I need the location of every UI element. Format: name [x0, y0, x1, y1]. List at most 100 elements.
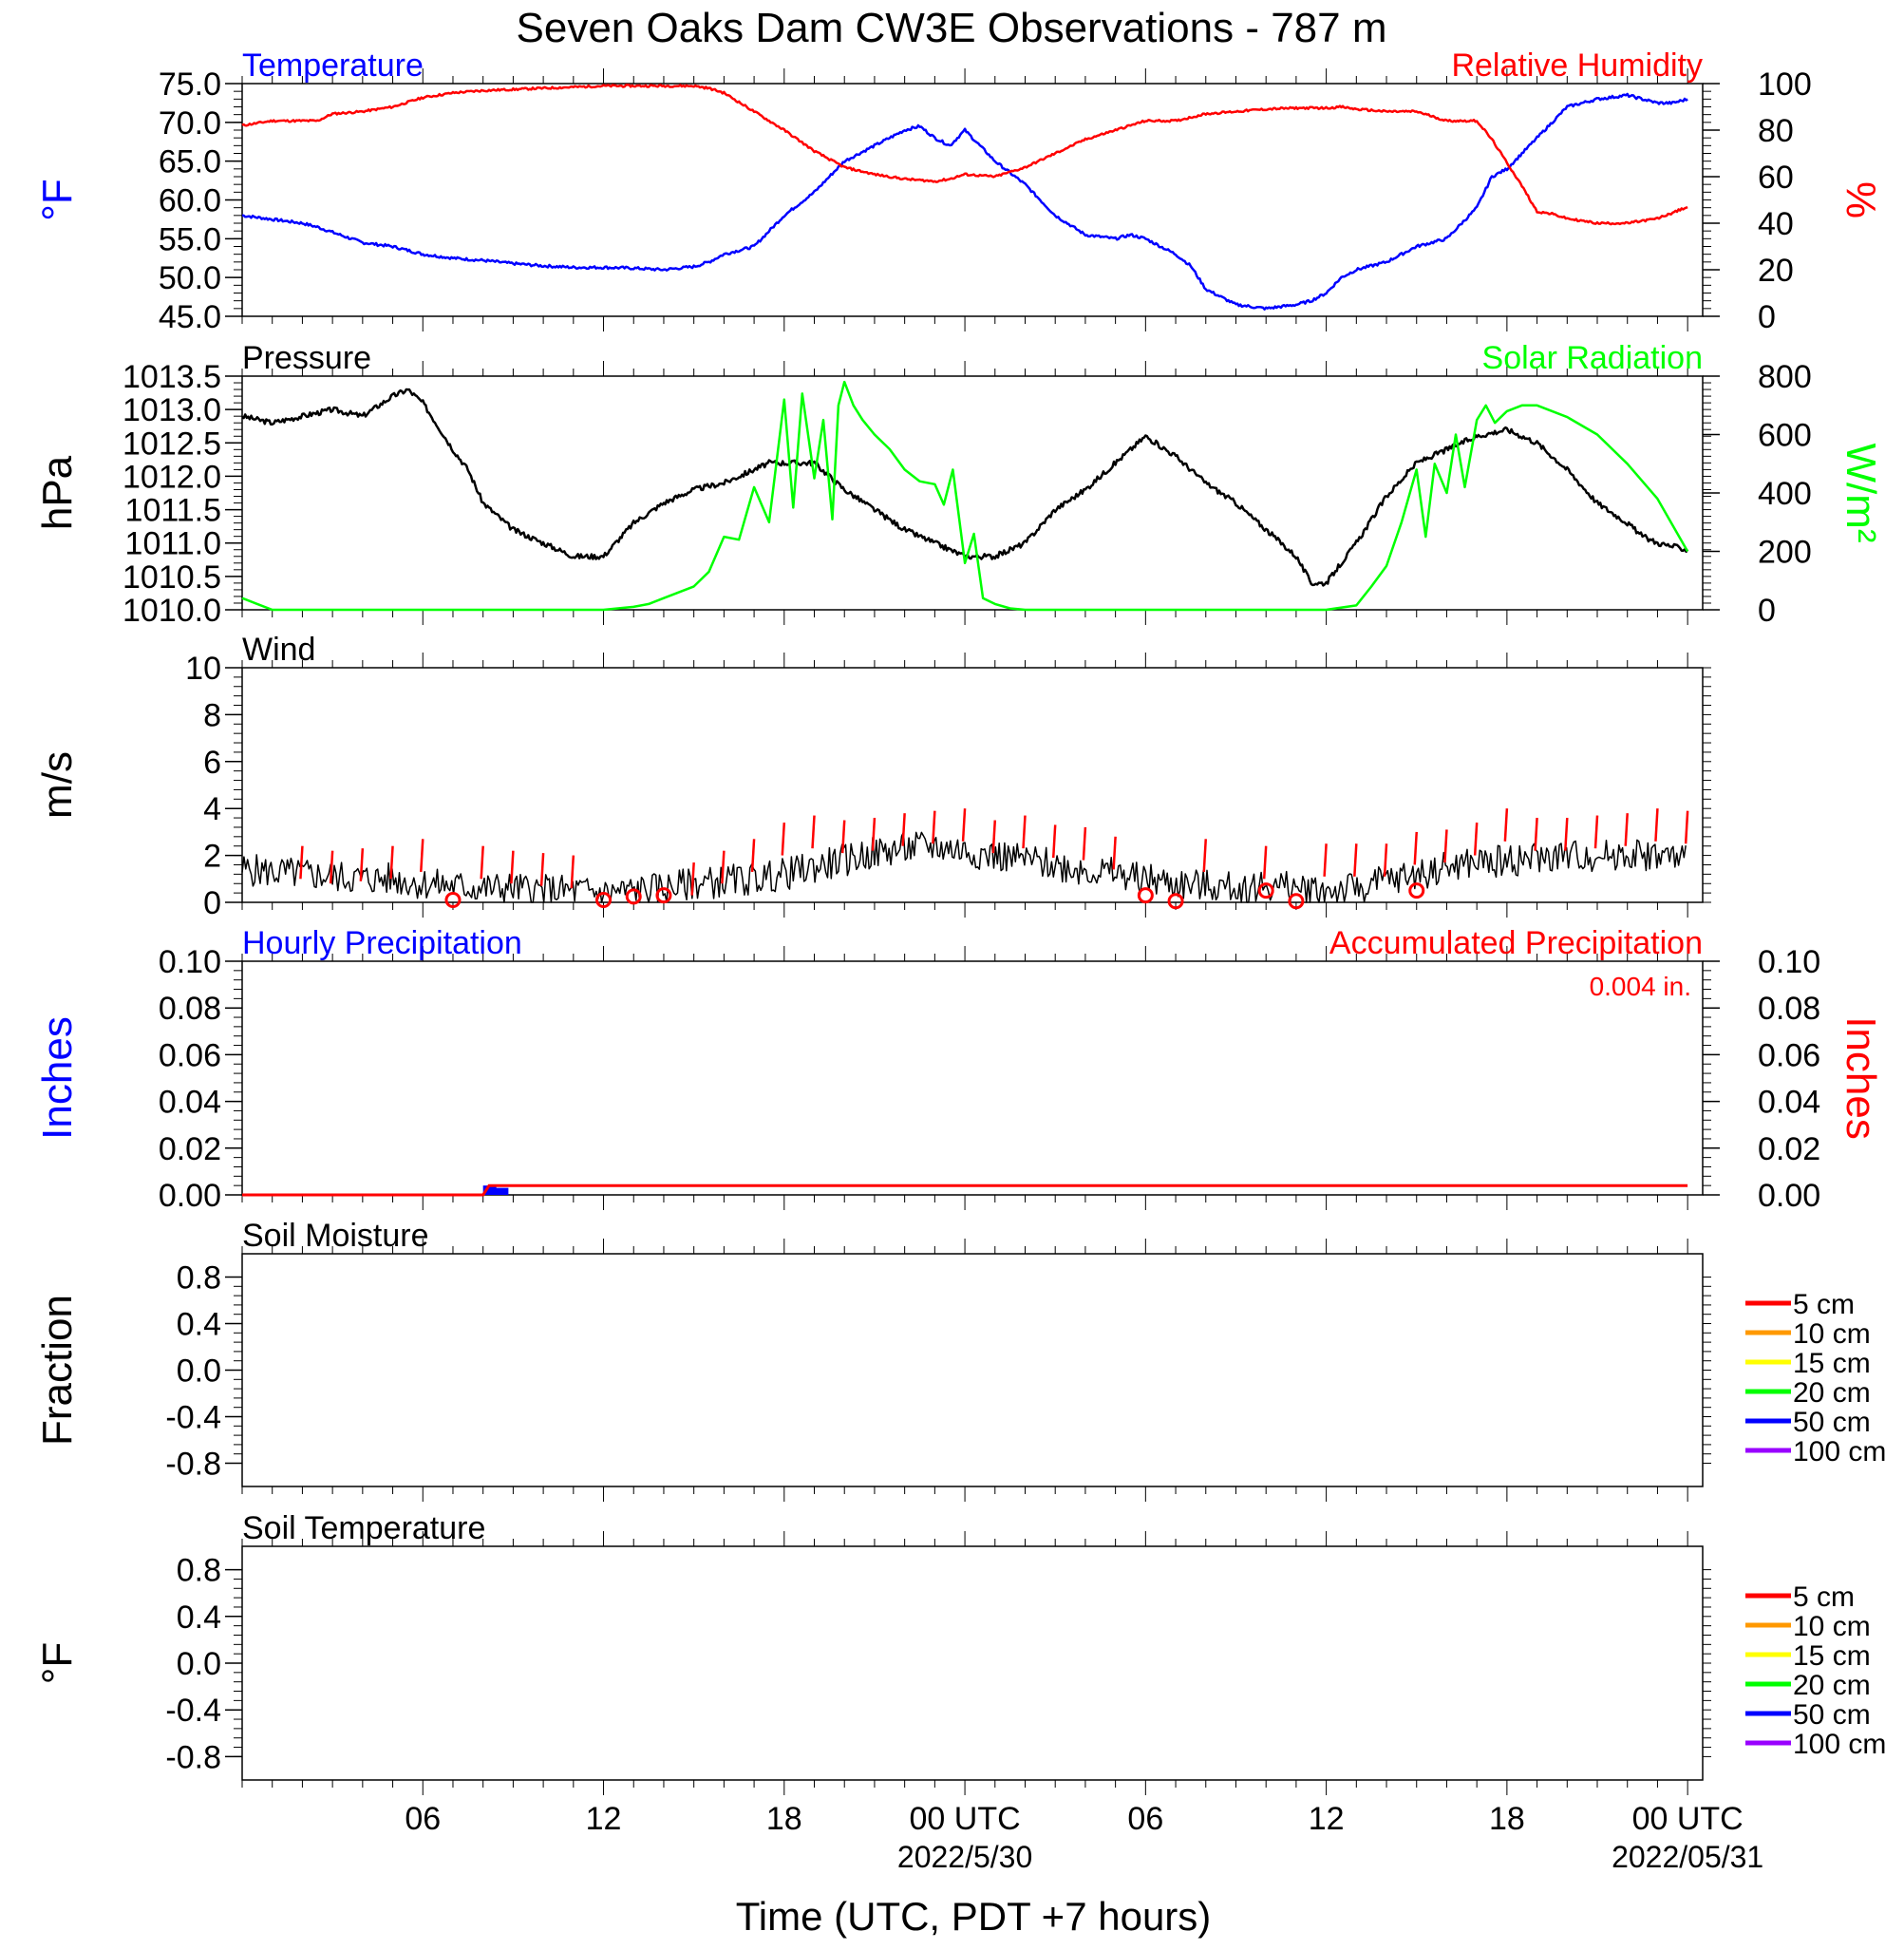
x-tick-label: 00 UTC	[1632, 1801, 1744, 1837]
pres-solar-title-right: Solar Radiation	[1482, 340, 1703, 376]
wind-gust-mark	[1353, 843, 1358, 877]
pres-solar-ylabel-right: W/m²	[1838, 443, 1884, 542]
wind-gust-mark	[690, 861, 695, 896]
soil-temp-ylabel-left: °F	[34, 1642, 81, 1684]
y-right-tick-label: 0.06	[1758, 1037, 1820, 1073]
wind-gust-mark	[1624, 813, 1629, 846]
wind-gust-mark	[781, 822, 786, 856]
x-date-label: 2022/5/30	[897, 1840, 1032, 1874]
y-tick-label: 0.04	[159, 1085, 221, 1121]
y-right-tick-label: 200	[1758, 535, 1812, 571]
wind-gust-mark	[1654, 808, 1659, 842]
soil-moisture-frame	[241, 1253, 1704, 1487]
wind-gust-mark	[1383, 843, 1388, 877]
figure-title: Seven Oaks Dam CW3E Observations - 787 m	[517, 5, 1387, 51]
legend-label: 50 cm	[1793, 1407, 1871, 1438]
legend-label: 100 cm	[1793, 1729, 1886, 1760]
calm-wind-marker	[1408, 882, 1425, 899]
calm-wind-marker	[1167, 893, 1184, 910]
wind-gust-mark	[961, 808, 967, 842]
y-tick-label: 4	[203, 791, 221, 827]
wind-title-left: Wind	[242, 632, 315, 668]
legend-label: 10 cm	[1793, 1318, 1871, 1350]
calm-wind-marker	[595, 892, 613, 909]
wind-gust-mark	[389, 845, 394, 880]
y-tick-label: 8	[203, 697, 221, 733]
wind-gust-mark	[1684, 810, 1689, 844]
x-axis-label: Time (UTC, PDT +7 hours)	[736, 1894, 1212, 1939]
wind-gust-mark	[991, 820, 997, 854]
legend-label: 50 cm	[1793, 1699, 1871, 1731]
wind-gust-mark	[420, 839, 424, 872]
x-date-label: 2022/05/31	[1612, 1840, 1763, 1874]
accum-precip-line	[242, 1183, 1688, 1197]
wind-gust-mark	[1534, 818, 1538, 851]
wind-gust-mark	[1443, 829, 1448, 863]
y-right-tick-label: 0.10	[1758, 944, 1820, 980]
calm-wind-marker	[625, 888, 642, 905]
wind-gust-mark	[1473, 822, 1479, 856]
wind-gust-mark	[1051, 824, 1057, 859]
y-tick-label: -0.4	[165, 1400, 221, 1436]
y-tick-label: 0.08	[159, 991, 221, 1027]
wind-gust-mark	[871, 818, 877, 851]
wind-ylabel-left: m/s	[34, 751, 81, 819]
calm-wind-marker	[444, 892, 462, 909]
y-tick-label: 0.8	[177, 1260, 221, 1297]
x-tick-label: 12	[586, 1801, 622, 1837]
precip-title-left: Hourly Precipitation	[242, 925, 522, 961]
y-tick-label: 0.8	[177, 1553, 221, 1589]
temp-rh-ylabel-left: °F	[34, 179, 81, 220]
y-tick-label: 0.0	[177, 1354, 221, 1390]
wind-gust-mark	[480, 845, 484, 880]
temp-rh-frame	[241, 83, 1704, 317]
y-tick-label: 60.0	[159, 183, 221, 219]
wind-gust-mark	[1503, 808, 1509, 842]
wind-gust-mark	[1202, 839, 1208, 872]
y-tick-label: 0.06	[159, 1037, 221, 1073]
temp-rh-ylabel-right: %	[1838, 181, 1884, 218]
x-tick-label: 06	[1127, 1801, 1163, 1837]
hourly-precip-bar	[495, 1187, 509, 1195]
x-tick-label: 06	[405, 1801, 441, 1837]
y-right-tick-label: 0.08	[1758, 991, 1820, 1027]
y-tick-label: 0.4	[177, 1307, 221, 1343]
temp-rh-title-left: Temperature	[242, 47, 424, 84]
hourly-precip-bar	[482, 1185, 497, 1195]
y-tick-label: 1012.0	[123, 459, 221, 495]
soil-temp-title-left: Soil Temperature	[242, 1510, 485, 1546]
y-tick-label: 1010.0	[123, 593, 221, 629]
y-tick-label: 70.0	[159, 105, 221, 142]
y-right-tick-label: 600	[1758, 418, 1812, 454]
y-right-tick-label: 0.02	[1758, 1131, 1820, 1167]
y-tick-label: 1011.0	[125, 526, 221, 562]
pres-solar-title-left: Pressure	[242, 340, 371, 376]
wind-gust-mark	[932, 810, 936, 844]
y-right-tick-label: 0	[1758, 593, 1776, 629]
wind-gust-mark	[1262, 845, 1268, 880]
wind-gust-mark	[299, 845, 304, 880]
legend-label: 5 cm	[1793, 1289, 1855, 1320]
precip-title-right: Accumulated Precipitation	[1329, 925, 1703, 961]
y-right-tick-label: 60	[1758, 160, 1794, 196]
legend-label: 20 cm	[1793, 1670, 1871, 1701]
x-tick-label: 00 UTC	[910, 1801, 1021, 1837]
pres-solar-ylabel-left: hPa	[34, 455, 81, 530]
y-tick-label: 0.00	[159, 1178, 221, 1214]
x-tick-label: 18	[1489, 1801, 1525, 1837]
wind-gust-mark	[1323, 843, 1328, 877]
wind-gust-mark	[1593, 815, 1599, 849]
humidity-line	[241, 84, 1688, 226]
y-right-tick-label: 80	[1758, 113, 1794, 149]
y-tick-label: 75.0	[159, 66, 221, 103]
legend-label: 5 cm	[1793, 1581, 1855, 1613]
precip-ylabel-right: Inches	[1838, 1016, 1884, 1140]
wind-gust-mark	[1564, 818, 1569, 851]
y-tick-label: -0.8	[165, 1739, 221, 1775]
precip-ylabel-left: Inches	[34, 1016, 81, 1140]
wind-gust-mark	[1022, 815, 1027, 849]
soil-temp-frame	[241, 1545, 1704, 1781]
wind-gust-mark	[901, 813, 906, 846]
y-tick-label: 1013.0	[123, 392, 221, 428]
